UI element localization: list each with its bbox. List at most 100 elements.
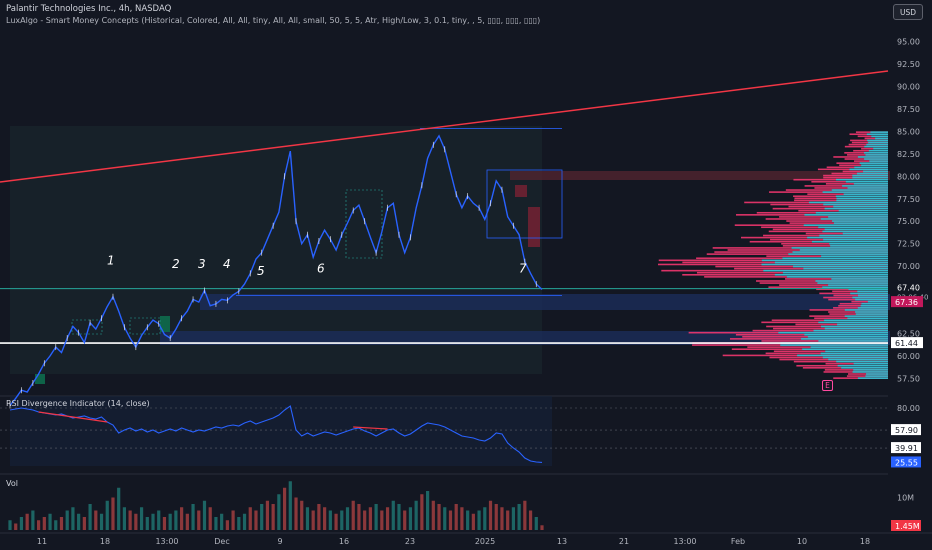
time-tick-label: 16	[339, 537, 349, 546]
trend-line[interactable]	[0, 70, 889, 183]
chart-title: Palantir Technologies Inc., 4h, NASDAQ	[6, 4, 172, 14]
profile-bar-buy	[761, 259, 888, 262]
profile-bar-buy	[802, 348, 888, 351]
volume-bar	[368, 507, 372, 530]
price-tick-label: 95.00	[897, 37, 920, 46]
price-tick-label: 85.00	[897, 127, 920, 136]
wave-label-4: 4	[223, 257, 231, 271]
profile-bar-buy	[822, 356, 888, 359]
profile-bar-buy	[818, 321, 888, 324]
time-tick-label: 2025	[475, 537, 495, 546]
volume-bar	[414, 500, 418, 530]
profile-bar-buy	[853, 362, 888, 365]
price-line[interactable]	[9, 134, 543, 406]
volume-bar	[460, 507, 464, 530]
level-tag-pink	[891, 296, 923, 308]
profile-bar-buy	[865, 375, 888, 377]
profile-bar-buy	[860, 304, 888, 307]
profile-bar-buy	[825, 350, 888, 353]
profile-bar-buy	[870, 131, 888, 133]
last-price-label: 67.40	[897, 284, 920, 293]
volume-bar	[374, 504, 378, 530]
profile-bar-buy	[820, 218, 888, 220]
volume-bar	[391, 500, 395, 530]
volume-bar	[180, 507, 184, 530]
indicator-label[interactable]: LuxAlgo - Smart Money Concepts (Historic…	[6, 16, 541, 25]
profile-bar-buy	[857, 290, 888, 293]
volume-bar	[528, 510, 533, 530]
profile-bar-buy	[822, 286, 888, 288]
wave-labels: 1 2 3 4 5 6 7	[107, 253, 527, 278]
profile-bar-buy	[810, 346, 888, 348]
profile-bar-buy	[864, 145, 888, 148]
profile-bar-buy	[807, 236, 888, 239]
time-tick-label: 11	[37, 537, 47, 546]
profile-bar-buy	[761, 263, 888, 266]
time-tick-label: Feb	[731, 537, 745, 546]
wave-label-2: 2	[172, 257, 180, 271]
profile-bar-buy	[857, 156, 888, 158]
profile-bar-buy	[792, 251, 888, 253]
swing-high-line	[420, 128, 562, 129]
profile-bar-buy	[803, 224, 888, 226]
volume-bar	[277, 494, 281, 530]
volume-bar	[105, 500, 109, 530]
rsi-tag-label: 39.91	[895, 444, 918, 453]
profile-bar-buy	[788, 253, 888, 255]
profile-bar-buy	[811, 240, 888, 243]
volume-label[interactable]: Vol	[6, 479, 18, 488]
time-tick-label: 13:00	[155, 537, 178, 546]
profile-bar-buy	[844, 309, 888, 311]
profile-bar-buy	[782, 271, 888, 274]
profile-bar-buy	[791, 247, 888, 249]
volume-bar	[162, 517, 167, 530]
profile-bar-buy	[822, 230, 888, 233]
volume-bar	[511, 507, 515, 530]
profile-bar-buy	[833, 205, 888, 208]
time-tick-label: 21	[619, 537, 629, 546]
profile-bar-buy	[853, 369, 888, 371]
profile-bar-buy	[836, 360, 888, 363]
time-axis: 11 18 13:00 Dec 9 16 23 2025 13 21 13:00 Feb 10 18	[37, 537, 870, 546]
volume-bar	[431, 500, 435, 530]
time-tick-label: 13	[557, 537, 567, 546]
profile-bar-buy	[847, 317, 888, 320]
profile-bar-buy	[836, 197, 888, 200]
price-tick-label: 77.50	[897, 195, 920, 204]
price-tick-label: 92.50	[897, 60, 920, 69]
volume-bar	[334, 513, 338, 530]
volume-bar	[8, 520, 12, 530]
volume-bar	[305, 507, 310, 530]
currency-button[interactable]: USD	[893, 4, 923, 20]
level-tag-white	[891, 337, 923, 349]
volume-bar	[139, 507, 144, 530]
volume-tag-label: 1.45M	[895, 522, 920, 531]
rsi-label[interactable]: RSI Divergence Indicator (14, close)	[6, 399, 150, 408]
profile-bar-buy	[815, 280, 888, 282]
volume-bar	[208, 507, 212, 530]
profile-bar-buy	[774, 273, 888, 276]
time-tick-label: Dec	[214, 537, 229, 546]
earnings-badge[interactable]: E	[822, 380, 833, 391]
volume-bar	[443, 507, 447, 530]
profile-bar-buy	[821, 255, 888, 257]
volume-bar	[265, 500, 270, 530]
profile-bar-buy	[782, 257, 888, 260]
profile-bar-buy	[865, 154, 888, 156]
profile-bar-buy	[852, 296, 888, 299]
volume-bar	[380, 510, 384, 530]
profile-bar-buy	[855, 313, 888, 315]
profile-bar-buy	[854, 166, 888, 169]
profile-bar-buy	[786, 276, 888, 278]
rsi-tag	[891, 456, 921, 468]
profile-bar-buy	[831, 189, 888, 191]
price-tick-label: 57.50	[897, 375, 920, 384]
rsi-line[interactable]	[9, 405, 543, 463]
profile-bar-buy	[849, 168, 888, 171]
wave-label-3: 3	[198, 257, 206, 271]
volume-bar	[425, 491, 430, 530]
profile-bar-buy	[820, 352, 888, 355]
price-tick-label: 62.50	[897, 330, 920, 339]
volume-bar	[174, 510, 178, 530]
